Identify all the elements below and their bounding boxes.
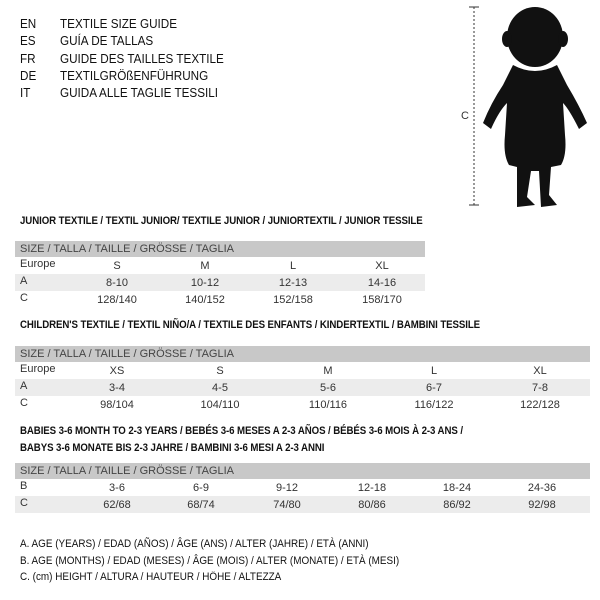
table-cell: 6-9 xyxy=(193,482,209,494)
language-code: IT xyxy=(20,85,31,101)
table-title: JUNIOR TEXTILE / TEXTIL JUNIOR/ TEXTILE … xyxy=(20,215,423,227)
table-cell: 12-13 xyxy=(278,277,308,289)
table-cell: 3-4 xyxy=(109,382,125,394)
table-cell: 116/122 xyxy=(414,399,454,411)
table-cell: 110/116 xyxy=(308,399,348,411)
table-cell: S xyxy=(113,260,121,272)
legend-item: B. AGE (MONTHS) / EDAD (MESES) / ÂGE (MO… xyxy=(20,554,400,567)
table-cell: M xyxy=(200,260,210,272)
table-cell: 74/80 xyxy=(273,499,301,511)
legend-item: A. AGE (YEARS) / EDAD (AÑOS) / ÂGE (ANS)… xyxy=(20,538,369,550)
table-header: SIZE / TALLA / TAILLE / GRÖSSE / TAGLIA xyxy=(15,463,590,479)
row-label: B xyxy=(20,480,28,492)
table-cell: 3-6 xyxy=(109,482,125,494)
table-cell: 128/140 xyxy=(97,294,137,306)
table-cell: 6-7 xyxy=(426,382,442,394)
size-table: SIZE / TALLA / TAILLE / GRÖSSE / TAGLIA E… xyxy=(15,346,590,413)
table-row: C 128/140 140/152 152/158 158/170 xyxy=(15,291,425,308)
row-label: Europe xyxy=(20,258,56,270)
table-title: BABIES 3-6 MONTH TO 2-3 YEARS / BEBÉS 3-… xyxy=(20,425,463,437)
table-row: B 3-6 6-9 9-12 12-18 18-24 24-36 xyxy=(15,479,590,496)
table-cell: 104/110 xyxy=(200,399,240,411)
table-cell: 92/98 xyxy=(528,499,556,511)
row-label: C xyxy=(20,397,28,409)
language-title: TEXTILGRÖßENFÜHRUNG xyxy=(60,67,209,83)
table-cell: XL xyxy=(533,365,547,377)
table-cell: 4-5 xyxy=(212,382,228,394)
table-cell: 152/158 xyxy=(273,294,313,306)
language-code: ES xyxy=(20,33,36,49)
table-cell: 158/170 xyxy=(362,294,402,306)
table-title-line2: BABYS 3-6 MONATE BIS 2-3 JAHRE / BAMBINI… xyxy=(20,442,325,454)
measure-label: C xyxy=(461,110,469,122)
language-title: GUÍA DE TALLAS xyxy=(60,33,154,49)
table-row: Europe S M L XL xyxy=(15,257,425,274)
language-code: FR xyxy=(20,50,36,66)
table-cell: M xyxy=(323,365,333,377)
table-cell: 12-18 xyxy=(357,482,387,494)
language-title: GUIDA ALLE TAGLIE TESSILI xyxy=(60,85,219,101)
table-cell: L xyxy=(430,365,438,377)
table-row: C 62/68 68/74 74/80 80/86 86/92 92/98 xyxy=(15,496,590,513)
table-row: Europe XS S M L XL xyxy=(15,362,590,379)
table-title: CHILDREN'S TEXTILE / TEXTIL NIÑO/A / TEX… xyxy=(20,319,481,331)
table-row: A 3-4 4-5 5-6 6-7 7-8 xyxy=(15,379,590,396)
baby-silhouette-figure: C xyxy=(461,6,587,207)
row-label: Europe xyxy=(20,363,56,375)
size-table: SIZE / TALLA / TAILLE / GRÖSSE / TAGLIA B… xyxy=(15,463,590,513)
size-table: SIZE / TALLA / TAILLE / GRÖSSE / TAGLIA E… xyxy=(15,241,425,308)
baby-silhouette-icon xyxy=(483,7,587,207)
table-cell: L xyxy=(289,260,297,272)
row-label: C xyxy=(20,497,28,509)
table-cell: 5-6 xyxy=(320,382,336,394)
language-code: DE xyxy=(20,67,37,83)
table-header: SIZE / TALLA / TAILLE / GRÖSSE / TAGLIA xyxy=(15,241,425,257)
table-cell: 7-8 xyxy=(532,382,548,394)
table-cell: 62/68 xyxy=(103,499,131,511)
row-label: A xyxy=(20,275,28,287)
table-cell: 18-24 xyxy=(442,482,472,494)
table-cell: 14-16 xyxy=(367,277,397,289)
table-row: A 8-10 10-12 12-13 14-16 xyxy=(15,274,425,291)
table-cell: 80/86 xyxy=(358,499,386,511)
table-cell: 9-12 xyxy=(275,482,299,494)
language-title: GUIDE DES TAILLES TEXTILE xyxy=(60,50,224,66)
row-label: A xyxy=(20,380,28,392)
table-cell: XL xyxy=(375,260,389,272)
table-cell: S xyxy=(216,365,224,377)
language-code: EN xyxy=(20,16,37,31)
row-label: C xyxy=(20,292,28,304)
table-cell: 122/128 xyxy=(520,399,560,411)
language-title: TEXTILE SIZE GUIDE xyxy=(60,16,178,31)
table-cell: 10-12 xyxy=(190,277,220,289)
legend-item: C. (cm) HEIGHT / ALTURA / HAUTEUR / HÖHE… xyxy=(20,571,282,583)
table-cell: XS xyxy=(109,365,125,377)
table-row: C 98/104 104/110 110/116 116/122 122/128 xyxy=(15,396,590,413)
table-cell: 68/74 xyxy=(187,499,215,511)
table-cell: 86/92 xyxy=(443,499,471,511)
table-header: SIZE / TALLA / TAILLE / GRÖSSE / TAGLIA xyxy=(15,346,590,362)
table-cell: 98/104 xyxy=(100,399,134,411)
table-cell: 24-36 xyxy=(527,482,557,494)
table-cell: 140/152 xyxy=(185,294,225,306)
table-cell: 8-10 xyxy=(105,277,129,289)
